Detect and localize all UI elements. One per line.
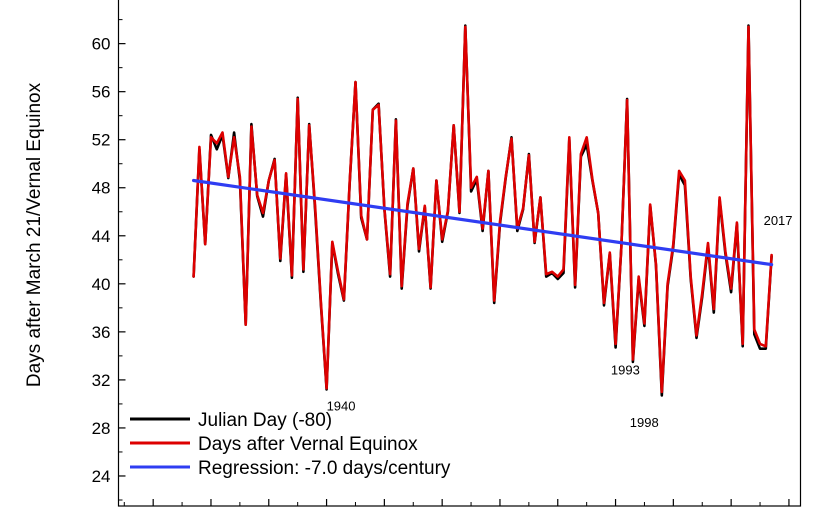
- series-line-julian-day: [192, 24, 773, 397]
- x-axis-ticks: [123, 499, 790, 506]
- legend-label: Days after Vernal Equinox: [198, 434, 418, 455]
- y-tick-label: 40: [92, 275, 111, 294]
- legend-label: Regression: -7.0 days/century: [198, 458, 451, 479]
- y-tick-label: 44: [92, 227, 111, 246]
- y-tick-label: 52: [92, 131, 111, 150]
- series-line-days-after-equinox: [192, 25, 773, 394]
- y-tick-label: 56: [92, 83, 111, 102]
- series-layer: [192, 24, 774, 397]
- series-line-regression: [192, 178, 774, 267]
- annotation-layer: 1940 1993 1998 2017: [327, 213, 793, 430]
- annotation-1993: 1993: [611, 362, 640, 377]
- legend: Julian Day (-80) Days after Vernal Equino…: [130, 410, 451, 479]
- y-axis-label: Days after March 21/Vernal Equinox: [24, 82, 45, 387]
- y-tick-label: 36: [92, 323, 111, 342]
- y-tick-label: 60: [92, 35, 111, 54]
- plot-frame: [117, 0, 802, 507]
- y-tick-label: 28: [92, 419, 111, 438]
- annotation-1998: 1998: [630, 415, 659, 430]
- legend-label: Julian Day (-80): [198, 410, 332, 431]
- y-axis-ticks: 24 28 32 36 40 44 48 52 56 60: [92, 19, 126, 501]
- annotation-1940: 1940: [327, 398, 356, 413]
- y-tick-label: 24: [92, 467, 111, 486]
- annotation-2017: 2017: [764, 213, 793, 228]
- y-tick-label: 48: [92, 179, 111, 198]
- y-tick-label: 32: [92, 371, 111, 390]
